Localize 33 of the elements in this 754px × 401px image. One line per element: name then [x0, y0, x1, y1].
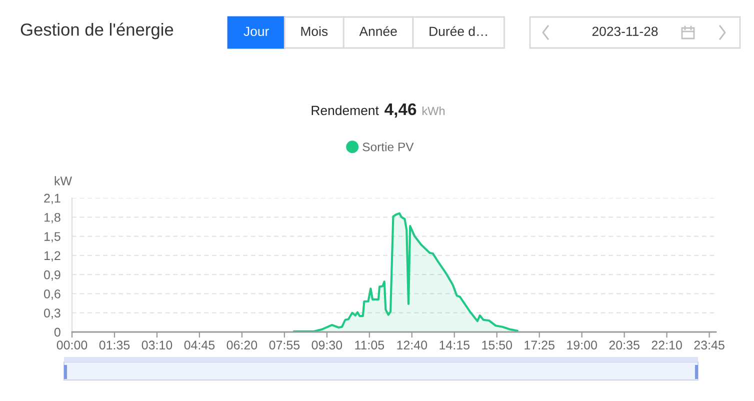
x-tick-label: 12:40 [397, 340, 428, 350]
x-tick-label: 14:15 [440, 340, 470, 350]
x-tick-label: 23:45 [694, 340, 724, 350]
x-tick-label: 03:10 [142, 340, 172, 350]
x-tick-label: 09:30 [312, 340, 342, 350]
y-tick-label: 1,2 [44, 251, 60, 262]
x-tick-label: 19:00 [567, 340, 597, 350]
y-tick-label: 1,5 [44, 232, 60, 242]
y-tick-label: 0,3 [44, 308, 60, 319]
y-tick-label: 2,1 [44, 194, 60, 204]
x-tick-label: 22:10 [652, 340, 682, 350]
text: Mois [301, 26, 328, 36]
x-tick-label: 06:20 [226, 340, 258, 350]
chart-title: Gestion de l'énergie [20, 22, 174, 40]
text: Jour [244, 26, 269, 36]
x-tick-label: 20:35 [609, 340, 640, 350]
y-axis-title: kW [54, 176, 72, 186]
text: 2023-11-28 [592, 26, 658, 36]
text: Durée d… [430, 26, 487, 36]
chart-subtitle: Rendement 4,46 kWh [312, 103, 445, 118]
x-tick-label: 04:45 [184, 340, 215, 350]
x-tick-label: 00:00 [56, 340, 88, 350]
text: Année [359, 26, 397, 36]
x-tick-label: 15:50 [482, 340, 512, 350]
x-tick-label: 01:35 [99, 340, 130, 350]
y-tick-label: 0 [54, 328, 60, 337]
x-tick-label: 07:55 [269, 340, 300, 350]
y-tick-label: 0,6 [44, 290, 60, 300]
x-tick-label: 11:05 [355, 340, 384, 350]
legend-label: Sortie PV [362, 142, 414, 152]
y-tick-label: 1,8 [44, 212, 60, 224]
x-tick-label: 17:25 [524, 340, 554, 350]
y-tick-label: 0,9 [44, 270, 60, 281]
